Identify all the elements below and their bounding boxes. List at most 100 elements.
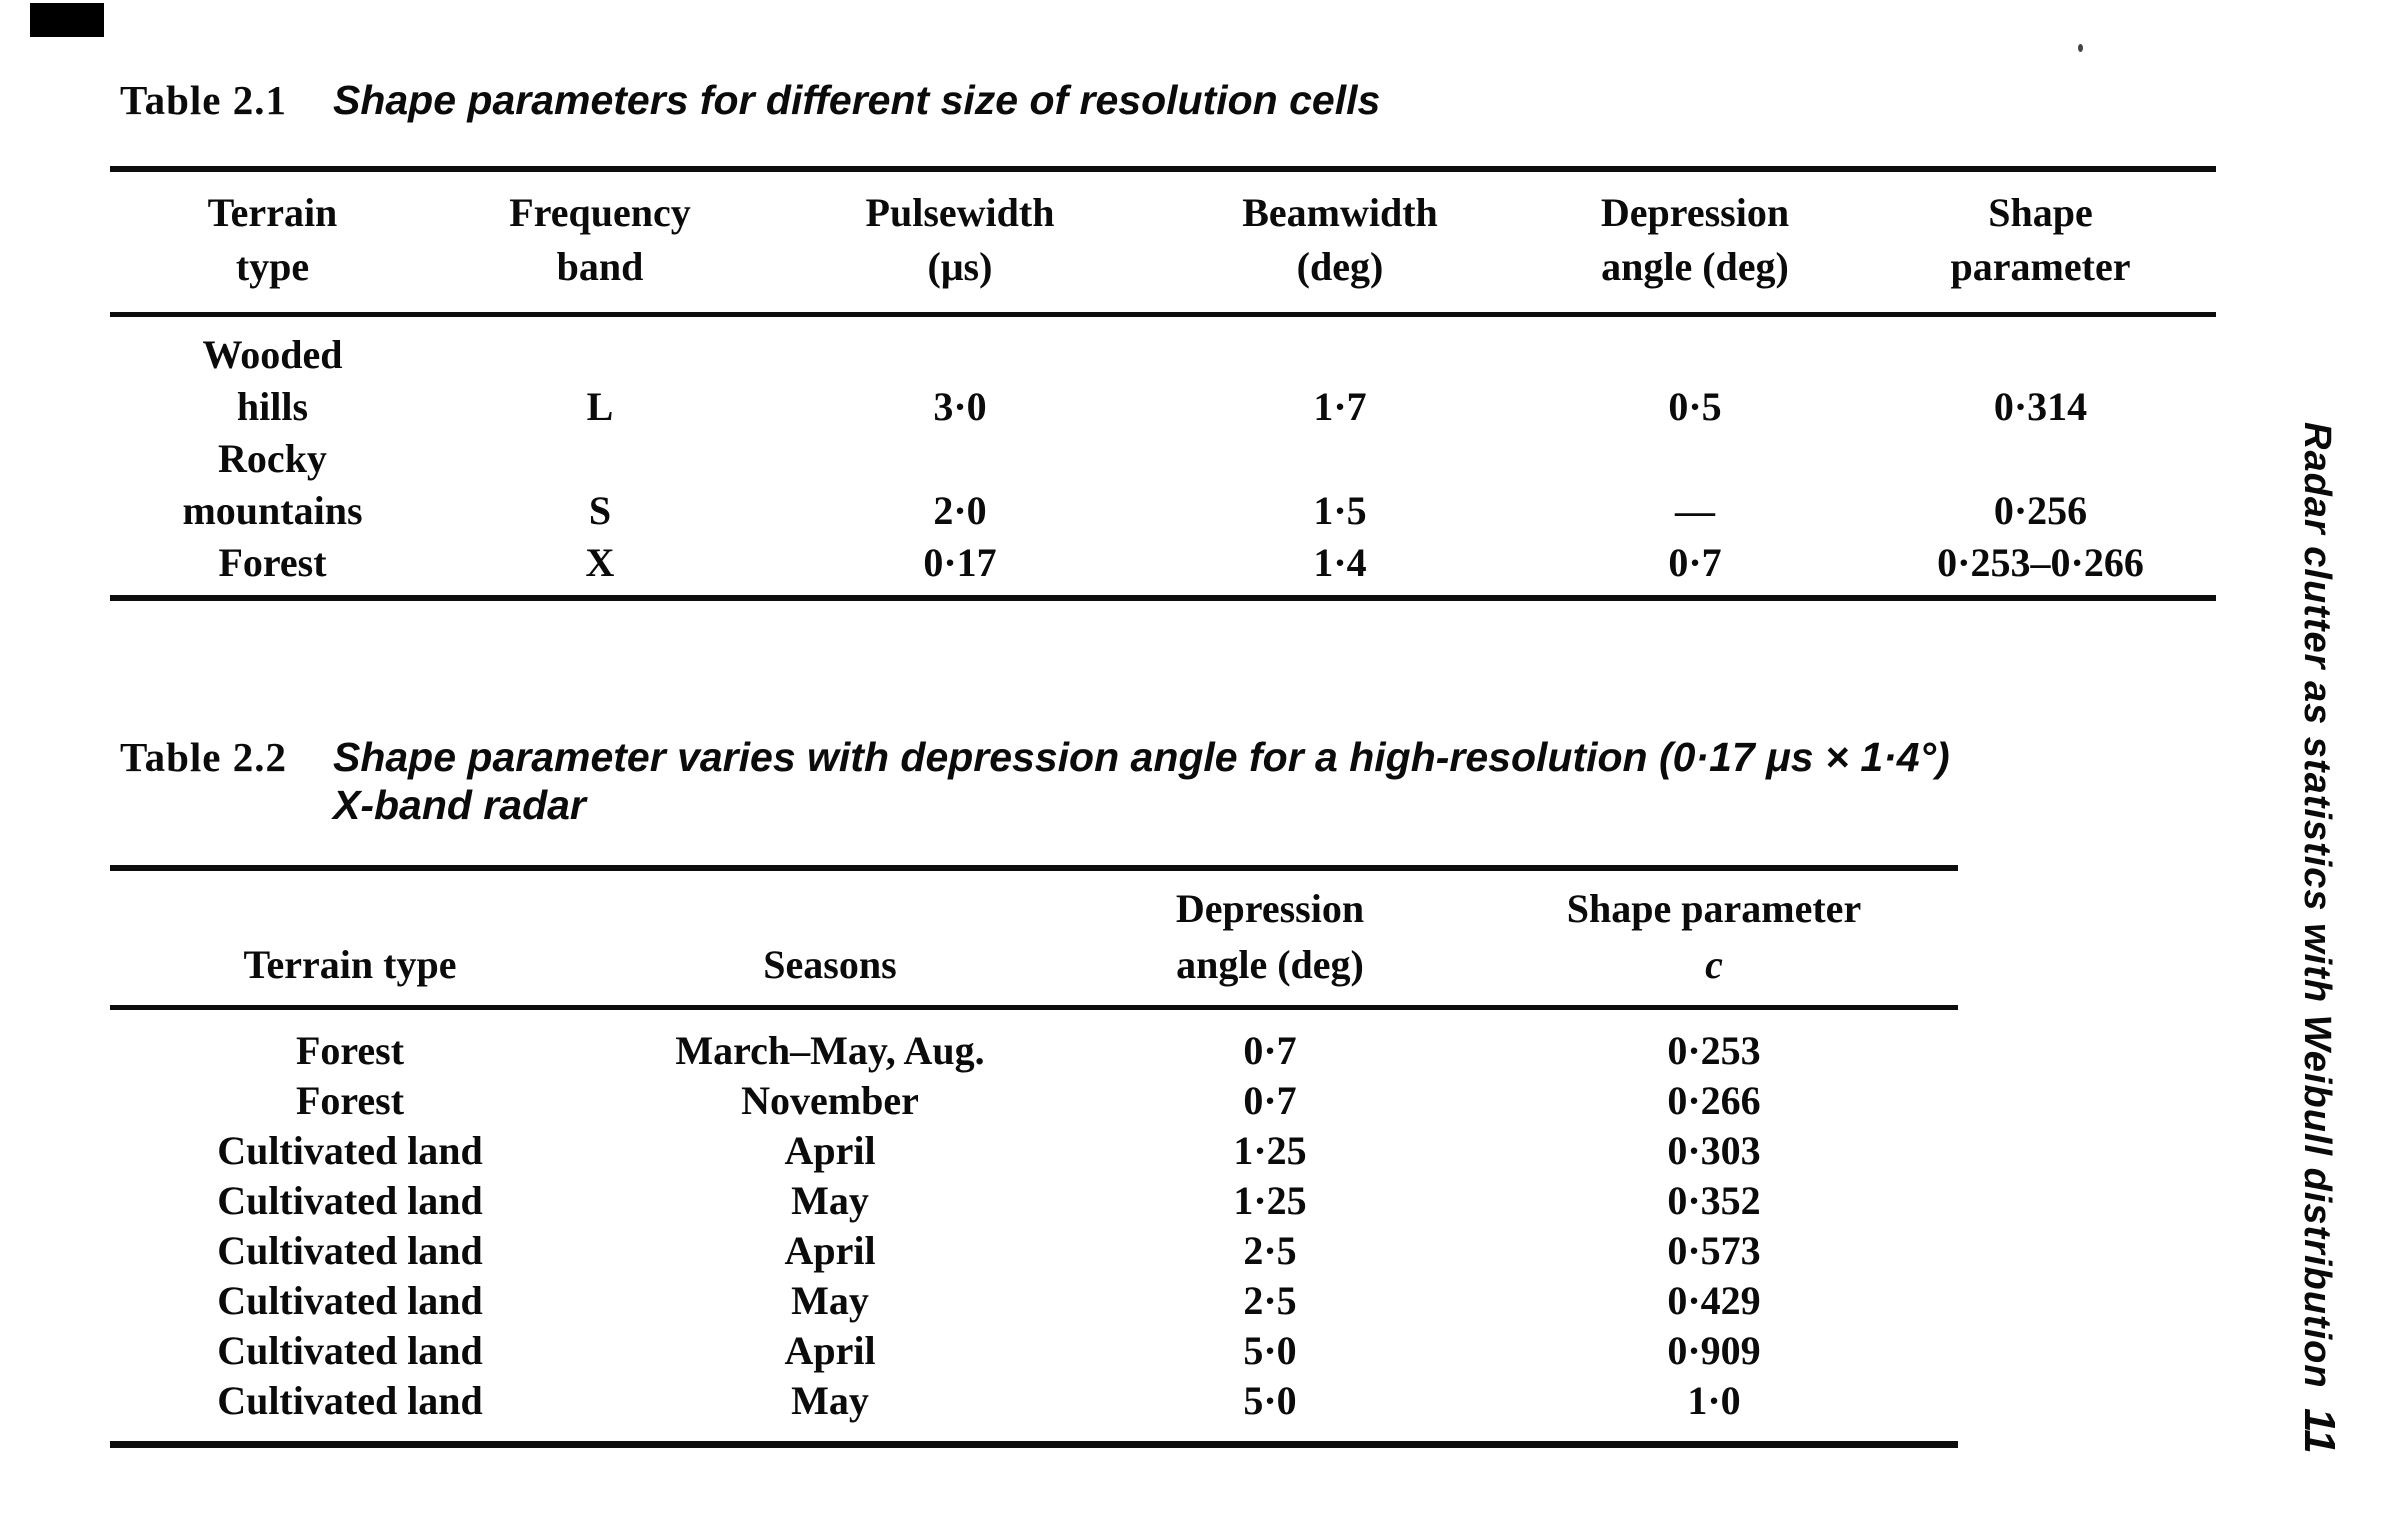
column-header: Shape parameter <box>1865 186 2216 294</box>
header-line: Depression <box>1600 190 1790 235</box>
cell-value: May <box>791 1378 869 1423</box>
header-line: Pulsewidth <box>865 190 1055 235</box>
table-2-1-title: Table 2.1 Shape parameters for different… <box>120 76 2216 124</box>
table-2-1-label: Table 2.1 <box>120 77 287 123</box>
table-2-2-title: Table 2.2 Shape parameter varies with de… <box>120 733 1958 829</box>
cell-value: 0·429 <box>1667 1278 1761 1323</box>
cell-value: 0·7 <box>1243 1028 1297 1073</box>
caption-line-2: X-band radar <box>332 782 586 828</box>
cell-value: hills <box>236 384 309 429</box>
header-line: (μs) <box>927 244 993 289</box>
column-header: Pulsewidth (μs) <box>765 186 1155 294</box>
cell-value: 0·7 <box>1668 540 1722 585</box>
cell-value: 1·25 <box>1233 1178 1307 1223</box>
cell-value: S <box>588 488 612 533</box>
table-2-1-header-row: Terrain type Frequency band Pulsewidth (μs)… <box>110 172 2216 312</box>
cell-value: Forest <box>295 1078 405 1123</box>
table-2-1-bottom-rule <box>110 595 2216 601</box>
table-2-2: Table 2.2 Shape parameter varies with de… <box>110 733 1958 1448</box>
header-line: Terrain type <box>243 942 457 987</box>
terrain-cell: Forest <box>110 537 435 589</box>
cell-value: 1·5 <box>1313 488 1367 533</box>
table-2-2-caption: Shape parameter varies with depression a… <box>333 733 1950 829</box>
table-2-1-caption: Shape parameters for different size of r… <box>332 77 1381 123</box>
table-2-2-body: Forest March–May, Aug. 0·7 0·253 Forest … <box>110 1010 1958 1441</box>
table-row: Cultivated land April 5·0 0·909 <box>110 1326 1958 1376</box>
cell-value: Forest <box>295 1028 405 1073</box>
cell-value: Forest <box>218 540 327 585</box>
header-line: (deg) <box>1296 244 1384 289</box>
cell-value: 0·909 <box>1667 1328 1761 1373</box>
cell-value: 0·266 <box>1667 1078 1761 1123</box>
cell-value: April <box>784 1328 876 1373</box>
column-header: Depression angle (deg) <box>1525 186 1865 294</box>
table-2-2-label: Table 2.2 <box>120 734 287 780</box>
cell-value: Cultivated land <box>217 1128 483 1173</box>
cell-value: Cultivated land <box>217 1178 483 1223</box>
cell-value: 0·256 <box>1993 488 2088 533</box>
cell-value: 0·253–0·266 <box>1937 540 2144 585</box>
column-header: Frequency band <box>435 186 765 294</box>
cell-value: 0·352 <box>1667 1178 1761 1223</box>
column-header: Depression angle (deg) <box>1070 881 1470 993</box>
column-header: Terrain type <box>110 186 435 294</box>
table-2-2-bottom-rule <box>110 1441 1958 1448</box>
running-head-vertical: Radar clutter as statistics with Weibull… <box>2296 422 2338 1389</box>
header-line: band <box>556 244 644 289</box>
cell-value: May <box>791 1278 869 1323</box>
header-line: angle (deg) <box>1601 244 1789 289</box>
table-2-2-header-rule <box>110 1005 1958 1010</box>
cell-value: May <box>791 1178 869 1223</box>
column-header: Shape parameter c <box>1470 881 1958 993</box>
cell-value: 2·5 <box>1243 1278 1297 1323</box>
cell-value: Wooded <box>202 332 343 377</box>
page-number: 11 <box>2295 1408 2344 1454</box>
cell-value: 0·17 <box>923 540 997 585</box>
cell-value: 5·0 <box>1243 1328 1297 1373</box>
cell-value: March–May, Aug. <box>675 1028 985 1073</box>
cell-value: Cultivated land <box>217 1378 483 1423</box>
table-row: Forest March–May, Aug. 0·7 0·253 <box>110 1026 1958 1076</box>
cell-value: 2·0 <box>933 488 987 533</box>
header-line: Depression <box>1175 886 1365 931</box>
table-row: Forest November 0·7 0·266 <box>110 1076 1958 1126</box>
table-row: Cultivated land May 2·5 0·429 <box>110 1276 1958 1326</box>
header-line: Beamwidth <box>1242 190 1438 235</box>
table-2-1-top-rule <box>110 166 2216 172</box>
table-row: Forest X 0·17 1·4 0·7 0·253–0·266 <box>110 537 2216 589</box>
column-header: Terrain type <box>110 881 590 993</box>
terrain-cell: Wooded hills <box>110 329 435 433</box>
header-line: Shape parameter <box>1566 886 1862 931</box>
table-row: Rocky mountains S 2·0 1·5 — 0·256 <box>110 433 2216 537</box>
cell-value: 0·7 <box>1243 1078 1297 1123</box>
header-line: parameter <box>1950 244 2131 289</box>
cell-value: 1·7 <box>1313 384 1367 429</box>
table-row: Cultivated land May 5·0 1·0 <box>110 1376 1958 1426</box>
scan-speck <box>2078 44 2083 52</box>
table-2-2-header-row: Terrain type Seasons Depression angle (de… <box>110 871 1958 1005</box>
cell-value: 1·4 <box>1313 540 1367 585</box>
table-row: Cultivated land April 1·25 0·303 <box>110 1126 1958 1176</box>
header-line: Seasons <box>763 942 897 987</box>
cell-value: Rocky <box>218 436 327 481</box>
cell-value: 0·253 <box>1667 1028 1761 1073</box>
table-row: Cultivated land April 2·5 0·573 <box>110 1226 1958 1276</box>
cell-value: 0·5 <box>1668 384 1722 429</box>
cell-value: — <box>1675 488 1715 533</box>
table-2-1-header-rule <box>110 312 2216 317</box>
header-line: Shape <box>1988 190 2093 235</box>
cell-value: 2·5 <box>1243 1228 1297 1273</box>
table-2-2-top-rule <box>110 865 1958 871</box>
cell-value: November <box>741 1078 919 1123</box>
cell-value: mountains <box>182 488 363 533</box>
cell-value: L <box>586 384 614 429</box>
cell-value: April <box>784 1128 876 1173</box>
cell-value: 5·0 <box>1243 1378 1297 1423</box>
header-line: Frequency <box>509 190 691 235</box>
cell-value: 3·0 <box>933 384 987 429</box>
table-2-1: Table 2.1 Shape parameters for different… <box>110 76 2216 601</box>
header-line: angle (deg) <box>1176 942 1364 987</box>
cell-value: 0·573 <box>1667 1228 1761 1273</box>
header-line: Terrain <box>207 190 338 235</box>
